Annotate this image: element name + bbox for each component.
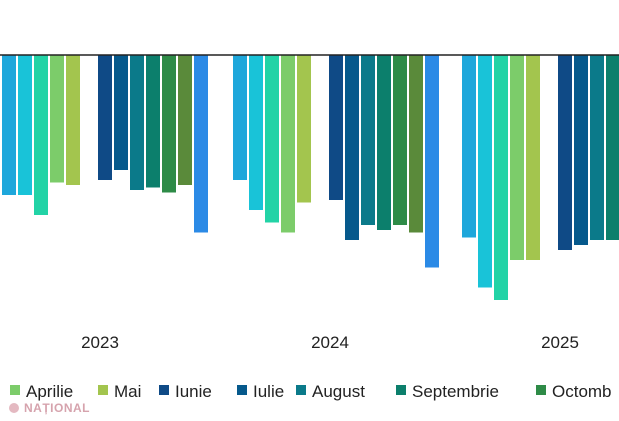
category-label-2023: 2023	[81, 333, 119, 352]
bar-2023-s7	[114, 55, 128, 170]
bar-2024-s7	[345, 55, 359, 240]
bar-2023-s4	[66, 55, 80, 185]
legend-swatch	[159, 385, 169, 395]
bar-2024-s1	[249, 55, 263, 210]
legend-swatch	[396, 385, 406, 395]
legend-label: Octomb	[552, 382, 612, 401]
bar-2025-s8	[590, 55, 604, 240]
bar-2023-s9	[146, 55, 160, 188]
legend-item-aprilie: Aprilie	[10, 382, 73, 401]
bar-2024-s4	[297, 55, 311, 203]
category-label-2024: 2024	[311, 333, 349, 352]
bar-2025-s4	[526, 55, 540, 260]
legend-label: August	[312, 382, 365, 401]
bar-2023-s6	[98, 55, 112, 180]
legend-swatch	[98, 385, 108, 395]
bar-2023-s11	[178, 55, 192, 185]
bar-2023-s12	[194, 55, 208, 233]
bar-2023-s3	[50, 55, 64, 183]
category-labels: 2023 2024 2025	[81, 333, 579, 352]
bar-2024-s9	[377, 55, 391, 230]
legend-swatch	[10, 385, 20, 395]
bar-2023-s1	[18, 55, 32, 195]
bar-2023-s0	[2, 55, 16, 195]
legend-label: Aprilie	[26, 382, 73, 401]
bar-2025-s7	[574, 55, 588, 245]
bar-2024-s8	[361, 55, 375, 225]
bars-group	[2, 55, 619, 300]
legend-item-iunie: Iunie	[159, 382, 212, 401]
bar-2023-s10	[162, 55, 176, 193]
bar-2023-s2	[34, 55, 48, 215]
bar-2024-s0	[233, 55, 247, 180]
bar-2024-s3	[281, 55, 295, 233]
bar-2025-s3	[510, 55, 524, 260]
legend-swatch	[536, 385, 546, 395]
legend-label: Mai	[114, 382, 141, 401]
bar-2023-s8	[130, 55, 144, 190]
legend-item-august: August	[296, 382, 365, 401]
bar-2025-s9	[606, 55, 619, 240]
bar-2024-s2	[265, 55, 279, 223]
bar-2024-s12	[425, 55, 439, 268]
legend-swatch	[296, 385, 306, 395]
legend-label: Iulie	[253, 382, 284, 401]
watermark-dot-icon	[9, 403, 19, 413]
legend-label: Septembrie	[412, 382, 499, 401]
watermark-text: NAȚIONAL	[24, 401, 90, 415]
legend-item-octomb: Octomb	[536, 382, 612, 401]
legend-label: Iunie	[175, 382, 212, 401]
category-label-2025: 2025	[541, 333, 579, 352]
legend-item-iulie: Iulie	[237, 382, 284, 401]
bar-2024-s10	[393, 55, 407, 225]
bar-2025-s0	[462, 55, 476, 238]
legend: Aprilie Mai Iunie Iulie August Septembrie Octo…	[10, 382, 612, 401]
bar-2025-s2	[494, 55, 508, 300]
bar-2025-s1	[478, 55, 492, 288]
bar-2024-s6	[329, 55, 343, 200]
legend-item-septembrie: Septembrie	[396, 382, 499, 401]
bar-2025-s6	[558, 55, 572, 250]
legend-swatch	[237, 385, 247, 395]
legend-item-mai: Mai	[98, 382, 141, 401]
watermark-logo: NAȚIONAL	[9, 401, 90, 415]
bar-2024-s11	[409, 55, 423, 233]
